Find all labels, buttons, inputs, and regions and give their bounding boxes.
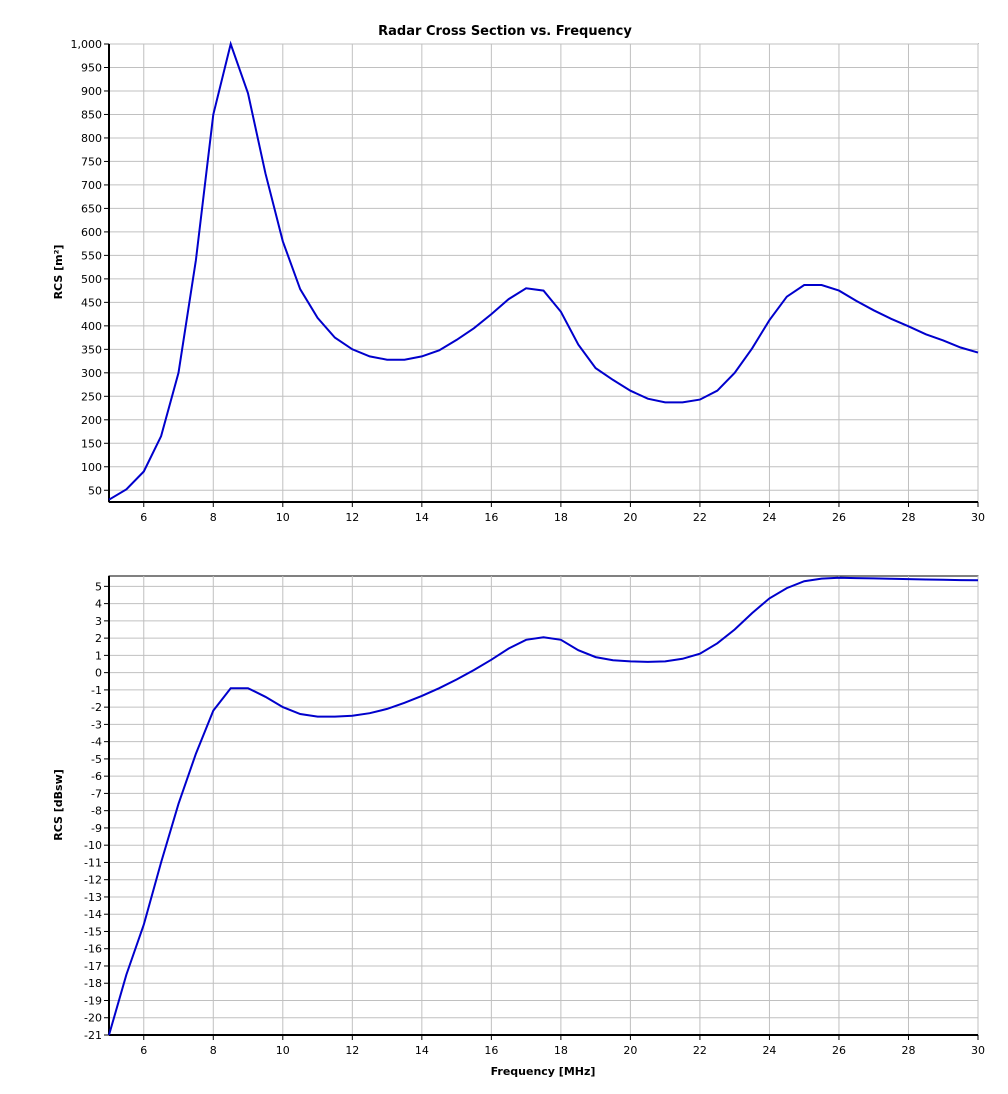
x-tick-label: 22 bbox=[693, 1044, 707, 1057]
y-tick-label: 5 bbox=[95, 580, 102, 593]
rcs-m2-plot: 6 8 10 12 14 16 18 20 22 24 26 28 30 50 100 150 200 250 30… bbox=[71, 38, 986, 524]
y-tick-label: 850 bbox=[81, 108, 102, 121]
y-tick-label: -15 bbox=[84, 925, 102, 938]
y-tick-label: 2 bbox=[95, 632, 102, 645]
rcs-dbsw-plot: 6 8 10 12 14 16 18 20 22 24 26 28 30-21-20-19-18-17-… bbox=[84, 575, 985, 1057]
y-tick-label: -20 bbox=[84, 1012, 102, 1025]
ticks-top: 6 8 10 12 14 16 18 20 22 24 26 28 30 50 100 150 200 250 30… bbox=[71, 38, 986, 524]
y-tick-label: 400 bbox=[81, 320, 102, 333]
x-tick-label: 10 bbox=[276, 511, 290, 524]
x-tick-label: 18 bbox=[554, 1044, 568, 1057]
x-tick-label: 6 bbox=[140, 1044, 147, 1057]
y-tick-label: 0 bbox=[95, 667, 102, 680]
series-bottom bbox=[108, 576, 979, 1036]
x-tick-label: 14 bbox=[415, 1044, 429, 1057]
x-tick-label: 24 bbox=[762, 1044, 776, 1057]
y-tick-label: -9 bbox=[91, 822, 102, 835]
x-tick-label: 30 bbox=[971, 511, 985, 524]
y-tick-label: -7 bbox=[91, 787, 102, 800]
x-tick-label: 26 bbox=[832, 511, 846, 524]
y-tick-label: 50 bbox=[88, 484, 102, 497]
x-tick-label: 12 bbox=[345, 1044, 359, 1057]
y-tick-label: -4 bbox=[91, 736, 102, 749]
x-axis-label: Frequency [MHz] bbox=[491, 1065, 596, 1078]
y-tick-label: -14 bbox=[84, 908, 102, 921]
x-tick-label: 12 bbox=[345, 511, 359, 524]
x-tick-label: 8 bbox=[210, 1044, 217, 1057]
series-top bbox=[108, 40, 979, 501]
y-tick-label: -5 bbox=[91, 753, 102, 766]
grid-top bbox=[109, 43, 979, 502]
x-tick-label: 22 bbox=[693, 511, 707, 524]
y-tick-label: 1,000 bbox=[71, 38, 103, 51]
ticks-bottom: 6 8 10 12 14 16 18 20 22 24 26 28 30-21-20-19-18-17-… bbox=[84, 576, 985, 1057]
series-line bbox=[108, 40, 979, 501]
y-tick-label: -21 bbox=[84, 1029, 102, 1042]
chart-title: Radar Cross Section vs. Frequency bbox=[378, 24, 632, 39]
y-tick-label: 650 bbox=[81, 202, 102, 215]
y-tick-label: -19 bbox=[84, 994, 102, 1007]
y-tick-label: -2 bbox=[91, 701, 102, 714]
y-tick-label: -11 bbox=[84, 856, 102, 869]
x-tick-label: 18 bbox=[554, 511, 568, 524]
y-tick-label: 300 bbox=[81, 367, 102, 380]
y-tick-label: 150 bbox=[81, 437, 102, 450]
y-tick-label: 500 bbox=[81, 273, 102, 286]
x-tick-label: 26 bbox=[832, 1044, 846, 1057]
x-tick-label: 6 bbox=[140, 511, 147, 524]
y-tick-label: -1 bbox=[91, 684, 102, 697]
x-tick-label: 8 bbox=[210, 511, 217, 524]
y-tick-label: -10 bbox=[84, 839, 102, 852]
x-tick-label: 16 bbox=[484, 511, 498, 524]
series-line bbox=[108, 576, 979, 1036]
x-tick-label: 14 bbox=[415, 511, 429, 524]
y-tick-label: 1 bbox=[95, 649, 102, 662]
y-tick-label: 200 bbox=[81, 414, 102, 427]
x-tick-label: 16 bbox=[484, 1044, 498, 1057]
y-tick-label: 750 bbox=[81, 155, 102, 168]
y-axis-label-bottom: RCS [dBsw] bbox=[52, 769, 65, 841]
y-tick-label: -16 bbox=[84, 943, 102, 956]
y-tick-label: 800 bbox=[81, 132, 102, 145]
x-tick-label: 10 bbox=[276, 1044, 290, 1057]
y-tick-label: 100 bbox=[81, 461, 102, 474]
y-tick-label: 250 bbox=[81, 390, 102, 403]
y-axis-label-top: RCS [m²] bbox=[52, 245, 65, 300]
y-tick-label: 3 bbox=[95, 615, 102, 628]
y-tick-label: 900 bbox=[81, 85, 102, 98]
y-tick-label: 4 bbox=[95, 598, 102, 611]
x-tick-label: 30 bbox=[971, 1044, 985, 1057]
y-tick-label: -13 bbox=[84, 891, 102, 904]
y-tick-label: 700 bbox=[81, 179, 102, 192]
y-tick-label: 350 bbox=[81, 343, 102, 356]
x-tick-label: 28 bbox=[901, 511, 915, 524]
x-tick-label: 24 bbox=[762, 511, 776, 524]
y-tick-label: -12 bbox=[84, 874, 102, 887]
y-tick-label: -18 bbox=[84, 977, 102, 990]
x-tick-label: 28 bbox=[901, 1044, 915, 1057]
y-tick-label: 600 bbox=[81, 226, 102, 239]
y-tick-label: -8 bbox=[91, 805, 102, 818]
x-tick-label: 20 bbox=[623, 1044, 637, 1057]
y-tick-label: -6 bbox=[91, 770, 102, 783]
y-tick-label: 950 bbox=[81, 61, 102, 74]
y-tick-label: 550 bbox=[81, 249, 102, 262]
y-tick-label: -17 bbox=[84, 960, 102, 973]
y-tick-label: -3 bbox=[91, 718, 102, 731]
x-tick-label: 20 bbox=[623, 511, 637, 524]
grid-bottom bbox=[109, 576, 979, 1036]
plot-frame-top bbox=[108, 43, 979, 503]
y-tick-label: 450 bbox=[81, 296, 102, 309]
